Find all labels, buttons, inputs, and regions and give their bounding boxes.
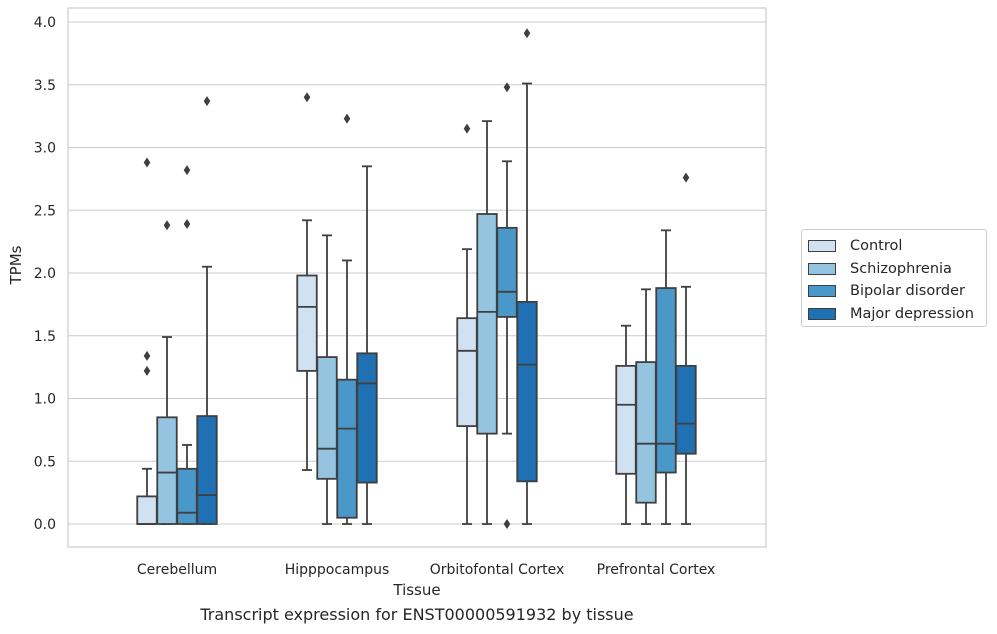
legend-label: Major depression [850, 305, 974, 322]
box-iqr [456, 317, 478, 428]
box-iqr [476, 213, 498, 435]
box-schizophrenia [635, 288, 657, 525]
outlier-point [303, 92, 311, 103]
y-tick-label: 0.0 [34, 517, 56, 533]
box-iqr [316, 356, 338, 480]
x-tick-label: Orbitofontal Cortex [430, 562, 565, 578]
outlier-point [183, 165, 191, 176]
y-tick-label: 2.5 [34, 203, 56, 219]
box-major-depression [675, 172, 697, 525]
box-iqr [156, 416, 178, 525]
y-axis-label: TPMs [7, 245, 25, 285]
box-major-depression [516, 28, 538, 525]
outlier-point [143, 157, 151, 168]
legend-swatch [808, 307, 836, 320]
legend-swatch [808, 240, 836, 253]
x-tick-label: Cerebellum [137, 562, 217, 578]
legend-item: Control [808, 235, 980, 258]
outlier-point [682, 172, 690, 183]
box-iqr [675, 364, 697, 455]
box-schizophrenia [156, 220, 178, 525]
outlier-point [523, 28, 531, 39]
legend-label: Bipolar disorder [850, 283, 965, 300]
y-tick-label: 0.5 [34, 454, 56, 470]
y-tick-labels: 0.0 0.5 1.0 1.5 2.0 2.5 3.0 3.5 4.0 [34, 15, 56, 533]
y-tick-label: 2.0 [34, 266, 56, 282]
outlier-point [463, 123, 471, 134]
box-iqr [296, 274, 318, 372]
outlier-point [143, 350, 151, 361]
box-iqr [196, 415, 218, 525]
box-control [136, 157, 158, 525]
outlier-point [183, 219, 191, 230]
legend-item: Bipolar disorder [808, 280, 980, 303]
legend: Control Schizophrenia Bipolar disorder Majo… [801, 229, 987, 327]
outlier-point [343, 113, 351, 124]
box-schizophrenia [316, 234, 338, 525]
legend-item: Schizophrenia [808, 258, 980, 281]
box-major-depression [356, 165, 378, 525]
x-axis-label: Tissue [392, 581, 440, 599]
x-tick-label: Hipppocampus [285, 562, 390, 578]
outlier-point [163, 220, 171, 231]
box-iqr [516, 300, 538, 483]
y-tick-label: 1.5 [34, 329, 56, 345]
y-tick-label: 3.5 [34, 78, 56, 94]
outlier-point [503, 519, 511, 529]
x-tick-labels: Cerebellum Hipppocampus Orbitofontal Corte… [137, 562, 715, 578]
box-iqr [176, 467, 198, 525]
box-schizophrenia [476, 120, 498, 525]
outlier-point [503, 82, 511, 93]
outlier-point [203, 96, 211, 107]
box-iqr [496, 226, 518, 318]
y-tick-label: 1.0 [34, 392, 56, 408]
legend-label: Control [850, 238, 903, 255]
x-tick-label: Prefrontal Cortex [597, 562, 716, 578]
legend-item: Major depression [808, 303, 980, 326]
legend-swatch [808, 262, 836, 275]
legend-label: Schizophrenia [850, 260, 952, 277]
box-iqr [655, 287, 677, 474]
chart-caption: Transcript expression for ENST0000059193… [200, 605, 634, 624]
legend-swatch [808, 285, 836, 298]
box-control [296, 92, 318, 471]
y-tick-label: 4.0 [34, 15, 56, 31]
box-groups [136, 28, 697, 529]
box-iqr [336, 378, 358, 519]
box-bipolar-disorder [496, 82, 518, 529]
outlier-point [143, 365, 151, 376]
box-iqr [635, 361, 657, 504]
box-iqr [615, 364, 637, 475]
box-control [456, 123, 478, 525]
y-tick-label: 3.0 [34, 141, 56, 157]
box-major-depression [196, 96, 218, 525]
box-bipolar-disorder [655, 229, 677, 525]
box-iqr [356, 352, 378, 484]
box-iqr [136, 495, 158, 525]
